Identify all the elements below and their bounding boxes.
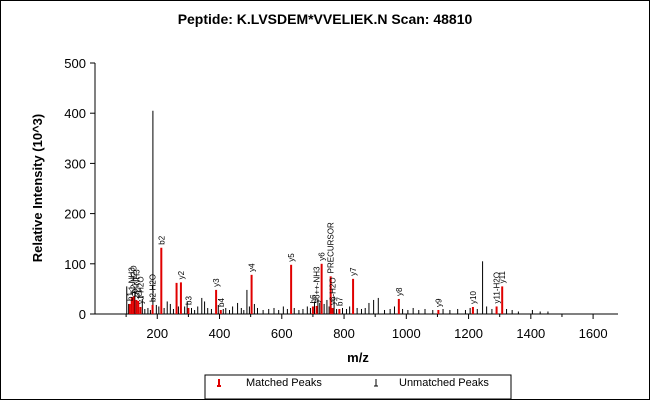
peak-label: y6-H2O: [329, 277, 338, 305]
x-tick-label: 1600: [579, 326, 608, 341]
peak-label: y2: [177, 270, 186, 279]
peak-label: b1: [126, 292, 135, 301]
peak-label: b7: [335, 297, 344, 306]
x-tick-label: 600: [271, 326, 293, 341]
peak-label: y8: [395, 287, 404, 296]
peak-label: y9: [434, 298, 443, 307]
y-tick-label: 200: [64, 207, 86, 222]
matched-peaks-icon: [217, 379, 221, 387]
peak-label: y11-H2O: [493, 272, 502, 303]
y-tick-label: 300: [64, 156, 86, 171]
peak-label: y10: [469, 291, 478, 304]
peak-label: y6: [318, 252, 327, 261]
x-tick-label: 200: [146, 326, 168, 341]
legend-unmatched-label: Unmatched Peaks: [399, 377, 489, 389]
matched-peaks: [128, 247, 504, 314]
y-tick-label: 500: [64, 56, 86, 71]
x-tick-label: 400: [209, 326, 231, 341]
peak-label: y7: [349, 267, 358, 276]
x-tick-label: 800: [333, 326, 355, 341]
x-axis-label: m/z: [347, 350, 369, 365]
unmatched-peaks: [126, 110, 549, 314]
x-tick-label: 1200: [454, 326, 483, 341]
y-axis-label: Relative Intensity (10^3): [30, 114, 45, 262]
peak-label: y1-H2O: [136, 276, 145, 304]
y-tick-label: 400: [64, 106, 86, 121]
peak-label: y1-NH3: [128, 267, 137, 295]
x-tick-label: 1000: [392, 326, 421, 341]
legend-matched-label: Matched Peaks: [246, 377, 322, 389]
peak-label: y4: [248, 263, 257, 272]
peak-label: y11: [498, 271, 507, 284]
peak-label: b2: [157, 235, 166, 244]
peak-label: PRECURSOR: [327, 222, 336, 273]
y-axis-ticks: 0 100 200 300 400 500: [64, 56, 95, 322]
chart-title: Peptide: K.LVSDEM*VVELIEK.N Scan: 48810: [178, 11, 473, 27]
peak-label: y1: [134, 289, 143, 298]
peak-label: b2-H2O: [130, 265, 139, 293]
peak-label: b2-H2O: [149, 274, 158, 302]
peak-label: y6++-NH3: [313, 266, 322, 303]
x-axis-ticks: 200 400 600 800 1000 1200 1400 1600: [125, 314, 608, 341]
legend: Matched Peaks Unmatched Peaks: [204, 374, 512, 400]
peak-label: b3: [184, 296, 193, 305]
peak-label: b2-NH3: [132, 269, 141, 297]
unmatched-peaks-icon: [374, 379, 378, 387]
peak-label: b6: [309, 294, 318, 303]
peak-label: y5: [287, 253, 296, 262]
legend-box: [204, 374, 512, 400]
x-tick-label: 1400: [516, 326, 545, 341]
y-tick-label: 100: [64, 257, 86, 272]
y-tick-label: 0: [79, 307, 86, 322]
peak-label: y3: [212, 278, 221, 287]
peak-label: b4: [217, 298, 226, 307]
